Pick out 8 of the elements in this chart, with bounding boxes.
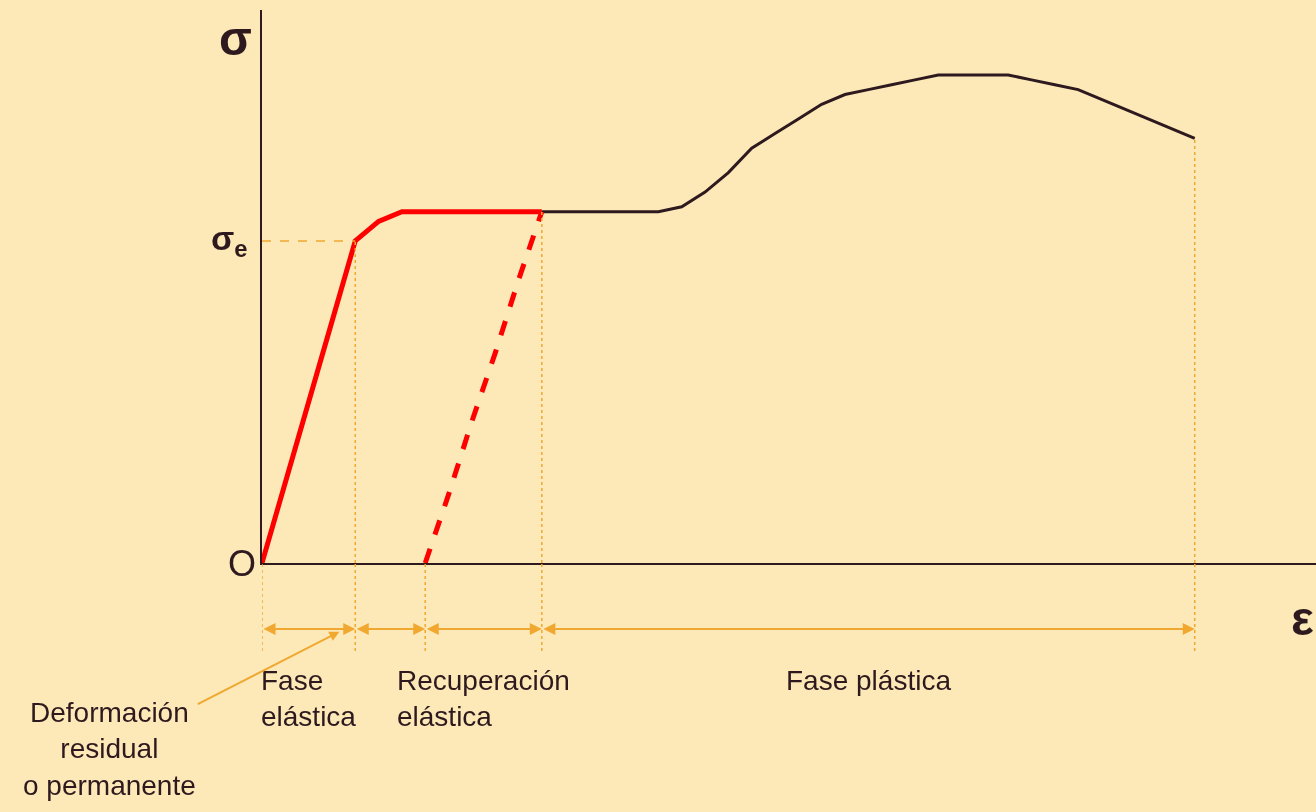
y-axis-title: σ xyxy=(219,12,252,65)
ref-line-label: σ$_{e}$ xyxy=(211,219,248,263)
text: Deformación residual o permanente xyxy=(23,697,196,801)
text: O xyxy=(228,543,257,584)
x-axis-title: ε xyxy=(1291,592,1314,645)
text: Fase plástica xyxy=(786,665,952,696)
text: Recuperación elástica xyxy=(397,665,570,733)
text: Fase elástica xyxy=(261,665,357,733)
